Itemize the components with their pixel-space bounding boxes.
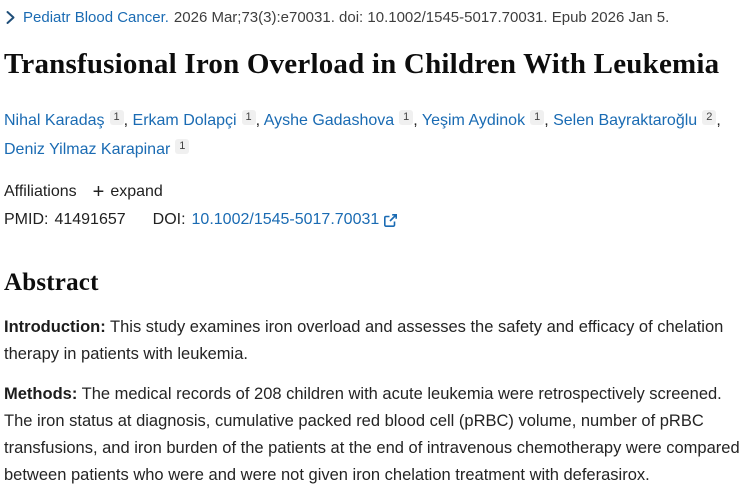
doi-link[interactable]: 10.1002/1545-5017.70031 <box>191 211 380 228</box>
author-separator: , <box>255 112 264 129</box>
author: Nihal Karadaş 1, <box>4 110 133 129</box>
affiliation-number-badge[interactable]: 1 <box>399 110 414 125</box>
doi-label: DOI: <box>152 211 186 228</box>
abstract-paragraph: Methods: The medical records of 208 chil… <box>4 385 740 484</box>
article-page: Pediatr Blood Cancer. 2026 Mar;73(3):e70… <box>4 9 742 489</box>
author: Ayshe Gadashova 1, <box>263 110 422 129</box>
affiliation-number-badge[interactable]: 2 <box>702 110 717 125</box>
affiliations-label: Affiliations <box>4 183 77 200</box>
author-link[interactable]: Erkam Dolapçi <box>132 112 237 129</box>
author-link[interactable]: Selen Bayraktaroğlu <box>553 112 698 129</box>
author-link[interactable]: Nihal Karadaş <box>4 112 105 129</box>
article-title: Transfusional Iron Overload in Children … <box>4 48 720 80</box>
affiliations-row: Affiliations + expand <box>4 181 742 203</box>
journal-citation: Pediatr Blood Cancer. 2026 Mar;73(3):e70… <box>5 9 742 26</box>
section-label: Introduction: <box>4 318 106 336</box>
affiliation-number-badge[interactable]: 1 <box>241 110 256 125</box>
citation-details: 2026 Mar;73(3):e70031. doi: 10.1002/1545… <box>173 9 670 26</box>
author-separator: , <box>413 112 422 129</box>
identifiers-row: PMID: 41491657 DOI: 10.1002/1545-5017.70… <box>4 211 742 229</box>
author: Selen Bayraktaroğlu 2, <box>553 110 721 129</box>
author-separator: , <box>544 112 554 129</box>
author: Deniz Yilmaz Karapinar 1 <box>4 139 190 158</box>
external-link-icon <box>383 213 398 228</box>
author-link[interactable]: Yeşim Aydinok <box>421 112 526 129</box>
author: Yeşim Aydinok 1, <box>421 110 554 129</box>
expand-label: expand <box>110 183 163 200</box>
section-label: Methods: <box>4 385 78 403</box>
chevron-right-icon <box>5 10 16 25</box>
expand-affiliations-button[interactable]: + expand <box>92 181 163 203</box>
pmid-value: 41491657 <box>54 211 126 228</box>
journal-link[interactable]: Pediatr Blood Cancer. <box>23 9 169 26</box>
author-link[interactable]: Ayshe Gadashova <box>263 112 395 129</box>
abstract-sections: Introduction: This study examines iron o… <box>4 314 742 489</box>
author: Erkam Dolapçi 1, <box>132 110 264 129</box>
author-separator: , <box>123 112 133 129</box>
author-link[interactable]: Deniz Yilmaz Karapinar <box>4 141 171 158</box>
pmid-label: PMID: <box>4 211 49 228</box>
affiliation-number-badge[interactable]: 1 <box>109 110 124 125</box>
authors-list: Nihal Karadaş 1, Erkam Dolapçi 1, Ayshe Ga… <box>4 106 742 164</box>
affiliation-number-badge[interactable]: 1 <box>530 110 545 125</box>
author-separator: , <box>716 112 721 129</box>
abstract-heading: Abstract <box>4 269 99 296</box>
plus-icon: + <box>92 181 105 203</box>
abstract-paragraph: Introduction: This study examines iron o… <box>4 318 724 363</box>
affiliation-number-badge[interactable]: 1 <box>175 139 190 154</box>
